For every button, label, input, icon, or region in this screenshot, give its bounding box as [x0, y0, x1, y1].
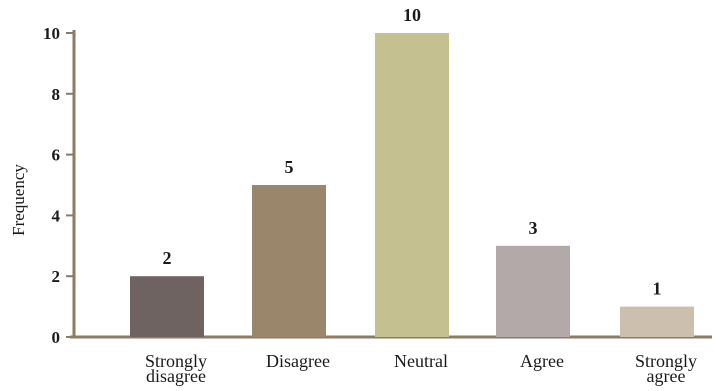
data-label: 1 — [653, 279, 662, 299]
y-tick-label: 10 — [43, 24, 60, 43]
bars — [130, 33, 694, 337]
y-tick-label: 8 — [52, 85, 61, 104]
data-label: 5 — [285, 157, 294, 177]
bar — [130, 276, 204, 337]
x-tick-label: Disagree — [266, 351, 330, 371]
x-tick-label: Agree — [520, 351, 564, 371]
y-tick-label: 4 — [52, 206, 61, 225]
data-label: 2 — [163, 248, 172, 268]
y-tick-label: 0 — [52, 328, 61, 347]
y-tick-label: 6 — [52, 146, 61, 165]
bar — [496, 245, 570, 337]
data-label: 10 — [403, 5, 421, 25]
x-tick-label: Strongly disagree — [145, 351, 207, 386]
bar — [620, 306, 694, 337]
labels: 2 Strongly disagree 5 Disagree 10 Neutral 3 Agre… — [145, 5, 697, 386]
x-tick-label: Neutral — [394, 351, 448, 371]
bar — [375, 33, 449, 337]
y-tick-label: 2 — [52, 267, 61, 286]
y-axis-title: Frequency — [9, 164, 28, 236]
data-label: 3 — [529, 218, 538, 238]
x-tick-label: Strongly agree — [635, 351, 697, 386]
bar — [252, 185, 326, 337]
